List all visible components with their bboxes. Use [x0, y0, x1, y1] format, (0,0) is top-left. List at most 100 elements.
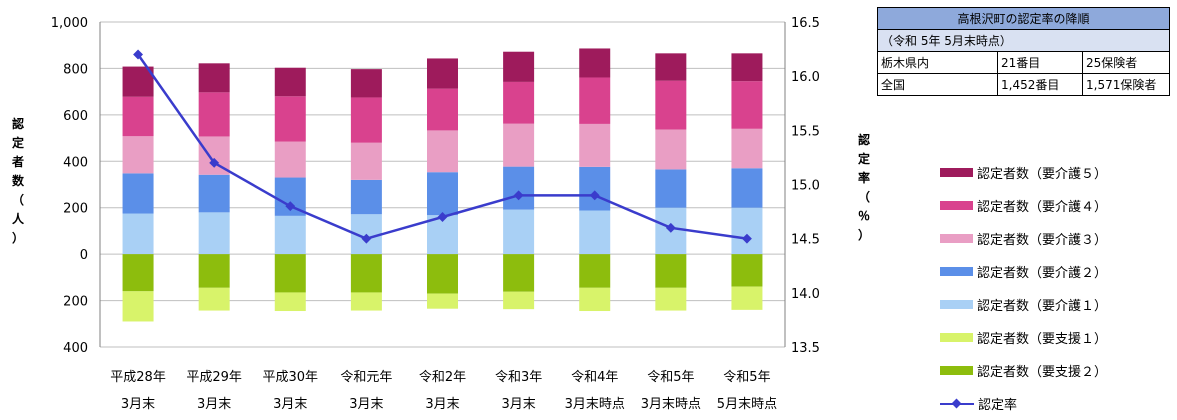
y2-tick-label: 14.0: [791, 287, 820, 302]
bar-segment: [198, 287, 230, 311]
axes: [99, 22, 786, 347]
bar-segment: [579, 254, 611, 288]
legend-label: 認定者数（要支援２）: [977, 365, 1108, 380]
category-label: 平成28年: [110, 370, 166, 385]
bar-segment: [655, 254, 687, 288]
y2-tick-label: 15.0: [791, 179, 820, 194]
y-axis-title-char: （: [12, 192, 24, 207]
bar-segment: [579, 287, 611, 312]
legend-swatch: [940, 267, 973, 276]
category-label: 令和5年: [723, 370, 770, 385]
y-tick-label: 1,000: [51, 16, 88, 31]
y2-tick-label: 15.5: [791, 124, 820, 139]
legend-label: 認定者数（要介護３）: [977, 233, 1108, 248]
y-axis-title-char: ）: [12, 230, 24, 245]
bar-segment: [274, 141, 306, 178]
legend-item: 認定率: [940, 387, 1107, 420]
category-label: 令和4年: [571, 370, 618, 385]
bars: [122, 48, 763, 322]
bar-segment: [503, 291, 535, 310]
rate-point: [665, 222, 676, 233]
bar-segment: [198, 174, 230, 213]
table-cell: 1,571保険者: [1082, 73, 1170, 96]
bar-segment: [122, 136, 154, 174]
y-axis-title: 認定者数 （ 人 ）: [11, 116, 25, 245]
legend-swatch: [940, 168, 973, 177]
bar-segment: [579, 77, 611, 124]
table-cell: 25保険者: [1082, 51, 1170, 74]
y-tick-label: 200: [63, 295, 88, 310]
rank-table-title: 高根沢町の認定率の降順: [877, 7, 1170, 30]
rate-point: [361, 233, 372, 244]
bar-segment: [731, 53, 763, 82]
bar-segment: [198, 63, 230, 93]
category-label: 3月末時点: [565, 397, 625, 412]
y-axis-title-char: 人: [12, 211, 25, 226]
bar-segment: [427, 293, 458, 309]
category-label: 5月末時点: [717, 397, 777, 412]
bar-segment: [579, 123, 611, 167]
bar-segment: [274, 67, 306, 97]
bar-segment: [579, 166, 611, 211]
legend-label: 認定者数（要介護４）: [977, 200, 1108, 215]
y2-axis-title-char: ）: [858, 227, 870, 242]
y2-axis-title-char: 率: [858, 170, 870, 185]
category-label: 3月末: [425, 397, 459, 412]
bar-segment: [503, 209, 535, 255]
y2-axis-title-char: 定: [858, 151, 870, 166]
legend-item: 認定者数（要介護２）: [940, 255, 1107, 288]
legend-label: 認定率: [978, 398, 1018, 413]
bar-segment: [350, 179, 382, 215]
y-axis-title-char: 定: [12, 135, 24, 150]
y-tick-label: 0: [80, 248, 88, 263]
bar-segment: [198, 254, 230, 288]
bar-segment: [655, 169, 687, 208]
category-label: 平成29年: [186, 370, 242, 385]
bar-segment: [503, 166, 535, 210]
bar-segment: [503, 81, 535, 124]
bar-segment: [427, 58, 458, 89]
table-cell: 全国: [877, 73, 998, 96]
rate-point: [133, 49, 144, 60]
bar-segment: [655, 287, 687, 311]
bar-segment: [198, 212, 230, 255]
rate-point: [741, 233, 752, 244]
bar-segment: [122, 254, 154, 292]
bar-segment: [274, 292, 306, 312]
bar-segment: [198, 92, 230, 137]
bar-segment: [350, 97, 382, 143]
y2-tick-label: 13.5: [791, 341, 820, 356]
legend-swatch: [940, 201, 973, 210]
bar-segment: [427, 130, 458, 173]
category-label: 令和3年: [495, 370, 542, 385]
legend-swatch: [940, 366, 973, 375]
y2-tick-label: 16.5: [791, 16, 820, 31]
bar-segment: [122, 291, 154, 322]
legend-swatch: [940, 300, 973, 309]
tick-labels: 400 200 0 200 400 600 800 1,000 13.5 14.0 14.5 15.0…: [51, 16, 820, 356]
bar-segment: [503, 51, 535, 82]
bar-segment: [731, 168, 763, 208]
rate-point: [285, 201, 296, 212]
y-axis-title-char: 認: [12, 116, 24, 131]
legend-item: 認定者数（要介護４）: [940, 189, 1107, 222]
category-label: 3月末: [197, 397, 231, 412]
rate-point: [209, 157, 220, 168]
y-tick-label: 400: [63, 155, 88, 170]
bar-segment: [122, 213, 154, 255]
bar-segment: [427, 88, 458, 131]
bar-segment: [122, 66, 154, 97]
legend-item: 認定者数（要介護５）: [940, 156, 1107, 189]
table-cell: 21番目: [997, 51, 1083, 74]
y2-tick-label: 16.0: [791, 70, 820, 85]
category-label: 3月末: [501, 397, 535, 412]
bar-segment: [274, 215, 306, 255]
category-label: 令和2年: [419, 370, 466, 385]
rate-line: [133, 49, 752, 244]
bar-segment: [350, 254, 382, 293]
category-label: 令和元年: [340, 370, 392, 385]
rate-point: [513, 190, 524, 201]
legend-swatch: [940, 234, 973, 243]
bar-segment: [122, 173, 154, 214]
legend-item: 認定者数（要介護１）: [940, 288, 1107, 321]
